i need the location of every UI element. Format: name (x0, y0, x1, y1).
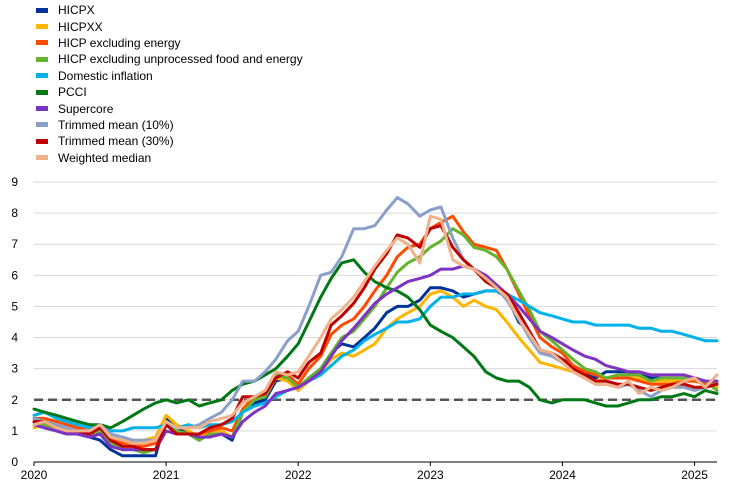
legend-item: Domestic inflation (36, 68, 303, 84)
legend-swatch (36, 56, 48, 62)
legend-label: Trimmed mean (30%) (58, 134, 174, 149)
series-line-domestic-inflation (32, 289, 719, 433)
x-tick-label: 2022 (285, 468, 312, 482)
x-tick-label: 2021 (153, 468, 180, 482)
legend-item: Weighted median (36, 150, 303, 166)
legend-swatch (36, 73, 48, 79)
series-line-hicp-excluding-unprocessed-food-and-energy (32, 227, 719, 455)
legend-item: Trimmed mean (10%) (36, 117, 303, 133)
legend-label: Supercore (58, 101, 114, 116)
x-tick-label: 2024 (549, 468, 576, 482)
legend-swatch (36, 24, 48, 30)
legend-label: HICPX (58, 3, 95, 18)
y-tick-label: 9 (11, 175, 18, 189)
legend-item: HICP excluding unprocessed food and ener… (36, 51, 303, 67)
legend-item: HICP excluding energy (36, 35, 303, 51)
legend-item: Supercore (36, 100, 303, 116)
legend-swatch (36, 106, 48, 112)
legend-item: HICPX (36, 2, 303, 18)
legend-label: Domestic inflation (58, 68, 153, 83)
y-tick-label: 4 (11, 331, 18, 345)
y-tick-label: 0 (11, 455, 18, 469)
legend-item: PCCI (36, 84, 303, 100)
series-line-hicpxx (32, 289, 719, 442)
y-tick-label: 3 (11, 362, 18, 376)
legend-swatch (36, 89, 48, 95)
series-line-pcci (32, 258, 719, 430)
legend-swatch (36, 7, 48, 13)
series-line-hicpx (32, 286, 719, 458)
legend-item: HICPXX (36, 18, 303, 34)
legend-label: PCCI (58, 85, 87, 100)
y-tick-label: 6 (11, 268, 18, 282)
legend-swatch (36, 122, 48, 128)
legend-label: Trimmed mean (10%) (58, 117, 174, 132)
legend-item: Trimmed mean (30%) (36, 133, 303, 149)
x-tick-label: 2025 (681, 468, 708, 482)
legend-label: Weighted median (58, 150, 152, 165)
legend-label: HICPXX (58, 19, 103, 34)
y-tick-label: 7 (11, 237, 18, 251)
series-lines (32, 196, 719, 458)
legend-swatch (36, 40, 48, 46)
y-tick-label: 8 (11, 206, 18, 220)
series-line-trimmed-mean-30 (32, 224, 719, 452)
legend-swatch (36, 138, 48, 144)
series-line-trimmed-mean-10 (32, 196, 719, 442)
legend: HICPX HICPXX HICP excluding energy HICP exc… (36, 2, 303, 166)
x-tick-label: 2020 (21, 468, 48, 482)
legend-label: HICP excluding energy (58, 35, 181, 50)
series-line-weighted-median (32, 214, 719, 445)
y-tick-label: 2 (11, 393, 18, 407)
x-tick-label: 2023 (417, 468, 444, 482)
y-tick-label: 5 (11, 299, 18, 313)
axes: 0 1 2 3 4 5 6 7 8 9 2020 2021 2022 2023 2024 2025 (11, 175, 717, 482)
legend-swatch (36, 155, 48, 161)
series-line-supercore (32, 264, 719, 452)
y-tick-label: 1 (11, 424, 18, 438)
legend-label: HICP excluding unprocessed food and ener… (58, 52, 303, 67)
